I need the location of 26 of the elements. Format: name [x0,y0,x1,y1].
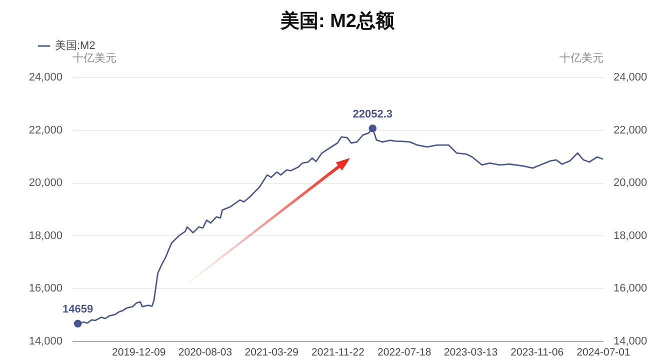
x-tick-label: 2023-03-13 [444,346,498,358]
y2-tick-label: 18,000 [614,230,648,242]
x-tick-label: 2020-08-03 [178,346,232,358]
y-tick-label: 22,000 [28,124,62,136]
y2-axis-title: 十亿美元 [560,52,604,64]
x-tick-label: 2021-11-22 [312,346,365,358]
y-tick-label: 16,000 [28,282,62,295]
y2-tick-label: 20,000 [614,177,648,190]
y2-tick-label: 16,000 [614,282,648,295]
x-tick-label: 2024-07-01 [576,346,631,358]
y-tick-label: 24,000 [28,72,62,84]
annotation: 22052.3 [352,108,393,120]
y2-tick-label: 22,000 [614,124,648,136]
y2-tick-label: 14,000 [614,336,648,348]
chart-title: 美国: M2总额 [280,10,396,32]
y-tick-label: 20,000 [28,177,62,190]
y2-tick-label: 24,000 [614,72,648,84]
legend-label: 美国:M2 [55,39,96,52]
x-tick-label: 2019-12-09 [112,346,166,358]
x-tick-label: 2022-07-18 [378,346,432,358]
annotation: 14659 [62,304,94,316]
y-axis-title: 十亿美元 [72,52,116,64]
x-tick-label: 2021-03-29 [244,346,299,358]
y-tick-label: 14,000 [28,336,62,348]
y-tick-label: 18,000 [28,230,62,242]
x-tick-label: 2023-11-06 [510,346,564,358]
